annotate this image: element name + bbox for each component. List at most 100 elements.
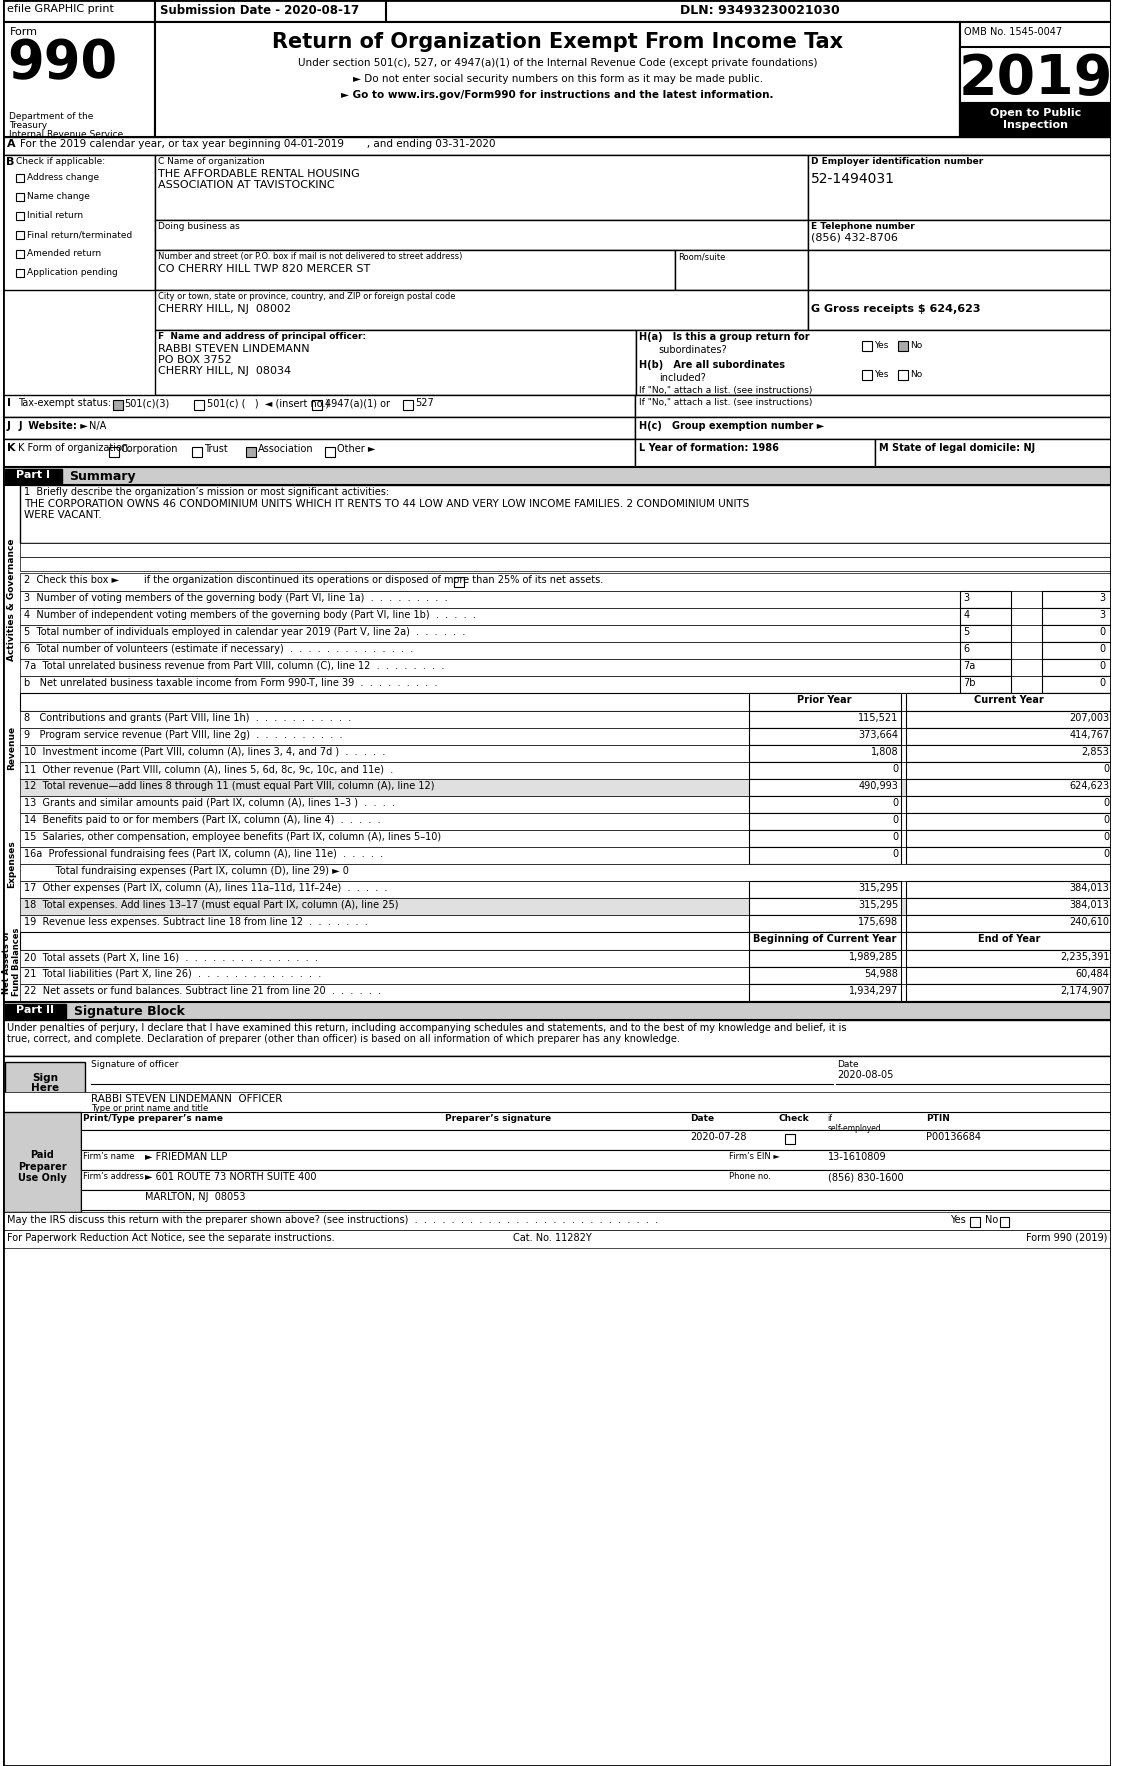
Text: Department of the: Department of the [9, 111, 93, 122]
Bar [750, 915, 901, 932]
Text: Treasury: Treasury [9, 122, 46, 131]
Bar [786, 1134, 795, 1144]
Bar [2, 417, 636, 440]
Bar [403, 401, 413, 410]
Bar [20, 830, 1111, 848]
Text: 54,988: 54,988 [865, 970, 899, 978]
Bar [808, 251, 1111, 290]
Text: 17  Other expenses (Part IX, column (A), lines 11a–11d, 11f–24e)  .  .  .  .  .: 17 Other expenses (Part IX, column (A), … [25, 883, 388, 894]
Text: Expenses: Expenses [7, 841, 16, 888]
Text: 0: 0 [892, 849, 899, 858]
Bar [2, 138, 1111, 155]
Text: Corporation: Corporation [121, 443, 178, 454]
Text: (856) 830-1600: (856) 830-1600 [828, 1173, 903, 1181]
Bar [108, 447, 119, 457]
Text: J  Website: ►: J Website: ► [18, 420, 88, 431]
Text: 6  Total number of volunteers (estimate if necessary)  .  .  .  .  .  .  .  .  .: 6 Total number of volunteers (estimate i… [25, 645, 413, 653]
Bar [907, 881, 1112, 897]
Bar [20, 881, 1111, 897]
Bar [961, 102, 1111, 138]
Bar [907, 950, 1112, 968]
Bar [961, 625, 1012, 643]
Bar [1042, 625, 1111, 643]
Text: if
self-employed: if self-employed [828, 1114, 882, 1134]
Text: Check if applicable:: Check if applicable: [17, 157, 106, 166]
Text: No: No [910, 341, 922, 350]
Bar [961, 21, 1111, 138]
Bar [20, 932, 1111, 950]
Text: 52-1494031: 52-1494031 [811, 171, 895, 185]
Text: 175,698: 175,698 [858, 917, 899, 927]
Text: 2019: 2019 [959, 51, 1113, 106]
Text: 2,174,907: 2,174,907 [1060, 985, 1110, 996]
Bar [750, 796, 901, 812]
Text: J: J [7, 420, 10, 431]
Text: CO CHERRY HILL TWP 820 MERCER ST: CO CHERRY HILL TWP 820 MERCER ST [158, 263, 370, 274]
Bar [20, 608, 1111, 625]
Text: Yes: Yes [874, 371, 889, 380]
Text: 115,521: 115,521 [858, 713, 899, 722]
Text: 384,013: 384,013 [1069, 901, 1110, 909]
Bar [907, 897, 1112, 915]
Text: G Gross receipts $ 624,623: G Gross receipts $ 624,623 [811, 304, 980, 314]
Text: OMB No. 1545-0047: OMB No. 1545-0047 [964, 26, 1062, 37]
Text: Activities & Governance: Activities & Governance [7, 539, 16, 660]
Text: L Year of formation: 1986: L Year of formation: 1986 [639, 443, 779, 454]
Bar [1042, 643, 1111, 659]
Bar [750, 848, 901, 864]
Bar [192, 447, 202, 457]
Bar [907, 968, 1112, 984]
Text: 315,295: 315,295 [858, 901, 899, 909]
Text: F  Name and address of principal officer:: F Name and address of principal officer: [158, 332, 366, 341]
Text: 11  Other revenue (Part VIII, column (A), lines 5, 6d, 8c, 9c, 10c, and 11e)  .: 11 Other revenue (Part VIII, column (A),… [25, 765, 394, 774]
Text: 490,993: 490,993 [858, 781, 899, 791]
Text: Part I: Part I [16, 470, 50, 480]
Text: DLN: 93493230021030: DLN: 93493230021030 [681, 4, 840, 18]
Bar [1042, 592, 1111, 608]
Bar [750, 745, 901, 761]
Text: 15  Salaries, other compensation, employee benefits (Part IX, column (A), lines : 15 Salaries, other compensation, employe… [25, 832, 441, 842]
Bar [750, 984, 901, 1001]
Bar [961, 643, 1012, 659]
Text: Signature Block: Signature Block [75, 1005, 185, 1017]
Bar [20, 848, 1111, 864]
Text: 16a  Professional fundraising fees (Part IX, column (A), line 11e)  .  .  .  .  : 16a Professional fundraising fees (Part … [25, 849, 384, 858]
Text: End of Year: End of Year [978, 934, 1041, 945]
Text: Room/suite: Room/suite [679, 253, 726, 261]
Text: 0: 0 [892, 832, 899, 842]
Bar [907, 728, 1112, 745]
Bar [20, 761, 1111, 779]
Text: Return of Organization Exempt From Income Tax: Return of Organization Exempt From Incom… [272, 32, 843, 51]
Text: 0: 0 [1103, 814, 1110, 825]
Bar [20, 659, 1111, 676]
Text: Under penalties of perjury, I declare that I have examined this return, includin: Under penalties of perjury, I declare th… [7, 1023, 846, 1033]
Text: Trust: Trust [204, 443, 228, 454]
Text: CHERRY HILL, NJ  08002: CHERRY HILL, NJ 08002 [158, 304, 291, 314]
Bar [20, 812, 1111, 830]
Text: Net Assets or
Fund Balances: Net Assets or Fund Balances [2, 927, 21, 996]
Bar [750, 897, 901, 915]
Text: Cat. No. 11282Y: Cat. No. 11282Y [514, 1233, 592, 1243]
Bar [2, 440, 636, 466]
Text: 0: 0 [892, 798, 899, 809]
Text: Signature of officer: Signature of officer [91, 1060, 178, 1068]
Text: Number and street (or P.O. box if mail is not delivered to street address): Number and street (or P.O. box if mail i… [158, 253, 462, 261]
Text: Initial return: Initial return [27, 210, 84, 221]
Bar [636, 417, 1111, 440]
Text: Firm’s address: Firm’s address [84, 1173, 145, 1181]
Text: true, correct, and complete. Declaration of preparer (other than officer) is bas: true, correct, and complete. Declaration… [7, 1035, 680, 1044]
Text: Date: Date [690, 1114, 715, 1123]
Text: 4  Number of independent voting members of the governing body (Part VI, line 1b): 4 Number of independent voting members o… [25, 609, 476, 620]
Text: Yes: Yes [874, 341, 889, 350]
Text: Under section 501(c), 527, or 4947(a)(1) of the Internal Revenue Code (except pr: Under section 501(c), 527, or 4947(a)(1)… [298, 58, 817, 69]
Bar [20, 950, 1111, 968]
Bar [961, 592, 1012, 608]
Bar [2, 466, 1111, 486]
Text: 2020-07-28: 2020-07-28 [690, 1132, 746, 1143]
Bar [863, 371, 872, 380]
Text: 990: 990 [8, 37, 117, 88]
Bar [155, 221, 808, 251]
Text: 0: 0 [1103, 832, 1110, 842]
Text: 7b: 7b [963, 678, 975, 689]
Text: Form: Form [10, 26, 37, 37]
